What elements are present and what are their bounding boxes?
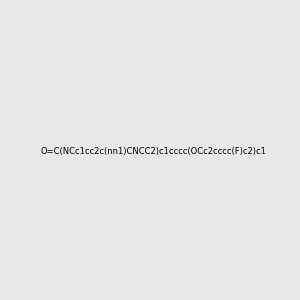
Text: O=C(NCc1cc2c(nn1)CNCC2)c1cccc(OCc2cccc(F)c2)c1: O=C(NCc1cc2c(nn1)CNCC2)c1cccc(OCc2cccc(F…	[41, 147, 267, 156]
